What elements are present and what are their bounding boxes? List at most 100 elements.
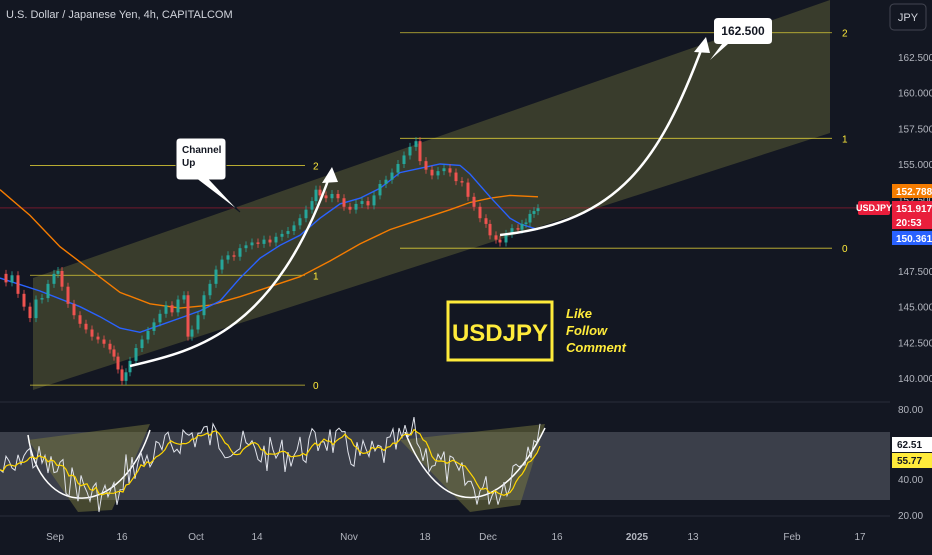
price-badge-3: 150.361: [892, 231, 932, 245]
price-candle: [378, 183, 382, 196]
price-candle: [34, 299, 38, 319]
price-candle: [292, 225, 296, 232]
price-candle: [238, 248, 242, 257]
rsi-tick-label: 80.00: [898, 405, 923, 416]
price-candle: [498, 239, 502, 243]
price-candle: [196, 315, 200, 330]
rsi-cup-curve-left: [27, 429, 151, 499]
promo-comment: Comment: [566, 340, 627, 355]
price-candle: [146, 330, 150, 340]
promo-logo-text: USDJPY: [452, 320, 548, 347]
price-tick-label: 142.500: [898, 338, 932, 349]
target-arrow: [499, 44, 705, 237]
price-candle: [232, 255, 236, 257]
price-tick-label: 155.000: [898, 160, 932, 171]
price-candle: [56, 271, 60, 274]
price-tick-label: 157.500: [898, 124, 932, 135]
price-candle: [262, 239, 266, 244]
rsi-ma-line: [0, 428, 541, 496]
price-candle: [268, 239, 272, 243]
price-candle: [460, 181, 464, 183]
price-badge-1: 151.917: [892, 201, 932, 215]
price-candle: [436, 171, 440, 176]
price-candle: [120, 369, 124, 381]
price-badges: USDJPY 152.788 151.917 20:53 150.361: [856, 184, 932, 245]
price-candle: [4, 273, 8, 283]
price-candle: [170, 305, 174, 313]
price-candle: [90, 329, 94, 337]
price-candle: [520, 223, 524, 230]
symbol-tag: USDJPY: [856, 201, 892, 215]
rsi-tick-label: 20.00: [898, 511, 923, 522]
currency-button[interactable]: JPY: [889, 3, 927, 31]
chart-title: U.S. Dollar / Japanese Yen, 4h, CAPITALC…: [6, 9, 233, 21]
price-candle: [10, 275, 14, 283]
price-candle: [484, 218, 488, 224]
price-candle: [360, 201, 364, 204]
price-candle: [182, 295, 186, 300]
price-candle: [310, 201, 314, 210]
rsi-badges: 62.51 55.77: [892, 437, 932, 468]
price-candle: [220, 259, 224, 270]
price-candle: [472, 196, 476, 207]
price-candle: [354, 203, 358, 210]
price-candle: [72, 303, 76, 316]
price-candle: [158, 313, 162, 323]
price-badge-0: 152.788: [892, 184, 932, 198]
svg-text:USDJPY: USDJPY: [856, 203, 892, 213]
time-tick-label: 2025: [626, 532, 649, 543]
rsi-tick-label: 40.00: [898, 475, 923, 486]
price-candle: [214, 269, 218, 284]
price-candle: [280, 233, 284, 237]
price-candle: [128, 360, 132, 373]
time-tick-label: Oct: [188, 532, 204, 543]
callout-line-2: Up: [182, 158, 195, 169]
price-candle: [314, 189, 318, 202]
price-candle: [28, 306, 32, 319]
price-candle: [454, 172, 458, 182]
time-axis[interactable]: Sep 16 Oct 14 Nov 18 Dec 16 2025 13 Feb 17: [46, 532, 866, 543]
price-candle: [244, 245, 248, 249]
price-candle: [256, 242, 260, 244]
svg-text:150.361: 150.361: [896, 234, 932, 245]
time-tick-label: 17: [854, 532, 866, 543]
ma-orange-line: [0, 189, 539, 309]
time-tick-label: Dec: [479, 532, 497, 543]
ma-blue-line: [0, 163, 539, 334]
price-candle: [102, 339, 106, 344]
price-candle: [372, 195, 376, 206]
time-tick-label: 13: [687, 532, 699, 543]
indicator-lines: [0, 137, 540, 385]
price-candle: [60, 271, 64, 287]
past-channel-arrowhead: [322, 167, 338, 183]
rsi-axis[interactable]: 80.00 40.00 20.00: [898, 405, 923, 522]
rsi-line: [0, 417, 541, 513]
fib-channel-label-2: 0: [313, 381, 319, 392]
currency-label: JPY: [898, 12, 919, 24]
fib-channel-label-1: 1: [313, 271, 319, 282]
svg-text:151.917: 151.917: [896, 204, 932, 215]
price-candle: [418, 141, 422, 162]
price-candle: [516, 228, 520, 230]
price-candle: [348, 206, 352, 210]
price-candle: [528, 213, 532, 223]
time-tick-label: Sep: [46, 532, 64, 543]
svg-text:55.77: 55.77: [897, 456, 922, 467]
fib-projection-label-1: 1: [842, 134, 848, 145]
promo-like: Like: [566, 306, 592, 321]
fibonacci-levels: 2 1 0 2 1 0: [0, 29, 890, 392]
price-candle: [390, 172, 394, 180]
price-candle: [304, 209, 308, 219]
price-candle: [108, 343, 112, 350]
price-candle: [318, 189, 322, 196]
price-candle: [140, 339, 144, 349]
price-candle: [84, 323, 88, 330]
price-candle: [384, 179, 388, 184]
time-tick-label: 16: [116, 532, 128, 543]
price-candle: [396, 164, 400, 173]
price-candle: [46, 283, 50, 299]
price-candle: [208, 283, 212, 296]
svg-text:62.51: 62.51: [897, 440, 922, 451]
time-tick-label: 14: [251, 532, 263, 543]
